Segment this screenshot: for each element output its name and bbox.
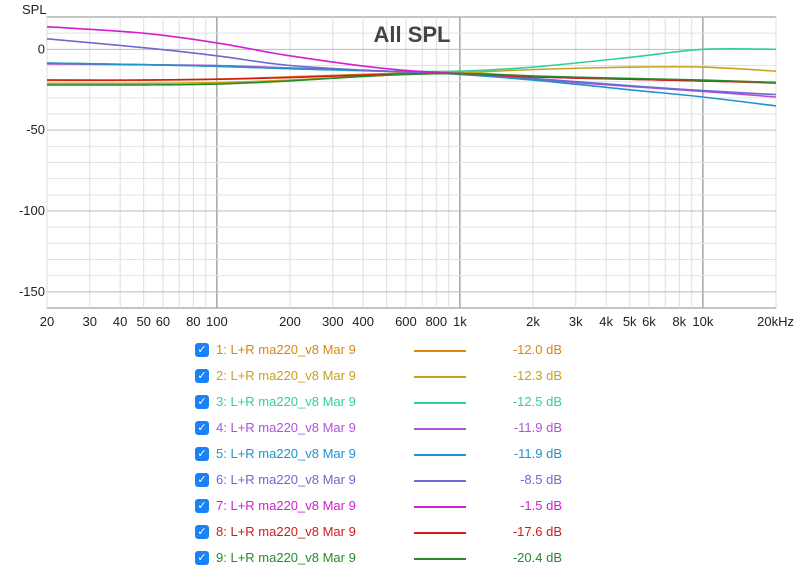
tick-labels: 20 30 40 50 60 80 100 200 300 400 600 800 1k 2k 3k 4k 5k… <box>19 41 794 329</box>
x-tick-label: 50 <box>136 314 150 329</box>
x-tick-label: 5k <box>623 314 637 329</box>
legend-value: -12.3 dB <box>512 368 562 383</box>
legend: ✓ 1: L+R ma220_v8 Mar 9 -12.0 dB ✓ 2: L+R ma… <box>195 341 615 575</box>
series-line-9 <box>46 72 777 86</box>
legend-row: ✓ 8: L+R ma220_v8 Mar 9 -17.6 dB <box>195 523 615 549</box>
legend-value: -12.5 dB <box>512 394 562 409</box>
y-tick-label: -100 <box>19 203 45 218</box>
legend-checkbox[interactable]: ✓ <box>195 447 209 461</box>
x-tick-label: 60 <box>156 314 170 329</box>
legend-value: -8.5 dB <box>520 472 562 487</box>
x-tick-label: 300 <box>322 314 344 329</box>
x-tick-label: 8k <box>672 314 686 329</box>
legend-row: ✓ 2: L+R ma220_v8 Mar 9 -12.3 dB <box>195 367 615 393</box>
x-tick-label: 20 <box>40 314 54 329</box>
x-tick-label: 20kHz <box>757 314 794 329</box>
legend-value: -17.6 dB <box>512 524 562 539</box>
legend-series-name: 2: L+R ma220_v8 Mar 9 <box>216 368 356 383</box>
legend-row: ✓ 7: L+R ma220_v8 Mar 9 -1.5 dB <box>195 497 615 523</box>
x-tick-label: 100 <box>206 314 228 329</box>
legend-series-name: 5: L+R ma220_v8 Mar 9 <box>216 446 356 461</box>
legend-series-name: 3: L+R ma220_v8 Mar 9 <box>216 394 356 409</box>
legend-swatch <box>414 454 466 456</box>
legend-row: ✓ 3: L+R ma220_v8 Mar 9 -12.5 dB <box>195 393 615 419</box>
legend-value: -12.0 dB <box>512 342 562 357</box>
legend-row: ✓ 9: L+R ma220_v8 Mar 9 -20.4 dB <box>195 549 615 575</box>
y-axis-title: SPL <box>22 2 47 17</box>
legend-swatch <box>414 532 466 534</box>
legend-swatch <box>414 428 466 430</box>
legend-series-name: 4: L+R ma220_v8 Mar 9 <box>216 420 356 435</box>
legend-swatch <box>414 480 466 482</box>
x-tick-label: 6k <box>642 314 656 329</box>
y-tick-label: 0 <box>38 41 45 56</box>
legend-row: ✓ 4: L+R ma220_v8 Mar 9 -11.9 dB <box>195 419 615 445</box>
legend-checkbox[interactable]: ✓ <box>195 343 209 357</box>
x-tick-label: 30 <box>83 314 97 329</box>
legend-value: -11.9 dB <box>513 420 562 435</box>
legend-checkbox[interactable]: ✓ <box>195 473 209 487</box>
legend-checkbox[interactable]: ✓ <box>195 369 209 383</box>
legend-row: ✓ 1: L+R ma220_v8 Mar 9 -12.0 dB <box>195 341 615 367</box>
legend-series-name: 1: L+R ma220_v8 Mar 9 <box>216 342 356 357</box>
x-tick-label: 1k <box>453 314 467 329</box>
legend-swatch <box>414 402 466 404</box>
legend-value: -1.5 dB <box>520 498 562 513</box>
legend-checkbox[interactable]: ✓ <box>195 395 209 409</box>
x-tick-label: 10k <box>692 314 713 329</box>
legend-swatch <box>414 558 466 560</box>
legend-checkbox[interactable]: ✓ <box>195 421 209 435</box>
x-tick-label: 80 <box>186 314 200 329</box>
legend-swatch <box>414 376 466 378</box>
legend-checkbox[interactable]: ✓ <box>195 551 209 565</box>
series-line-6 <box>46 38 777 96</box>
x-tick-label: 400 <box>352 314 374 329</box>
x-tick-label: 3k <box>569 314 583 329</box>
series-lines <box>46 25 777 107</box>
legend-row: ✓ 5: L+R ma220_v8 Mar 9 -11.9 dB <box>195 445 615 471</box>
legend-swatch <box>414 350 466 352</box>
x-tick-label: 2k <box>526 314 540 329</box>
legend-checkbox[interactable]: ✓ <box>195 499 209 513</box>
y-tick-label: -50 <box>26 122 45 137</box>
x-tick-label: 4k <box>599 314 613 329</box>
spl-chart: 20 30 40 50 60 80 100 200 300 400 600 800 1k 2k 3k 4k 5k… <box>19 2 794 329</box>
legend-value: -11.9 dB <box>513 446 562 461</box>
legend-series-name: 7: L+R ma220_v8 Mar 9 <box>216 498 356 513</box>
legend-checkbox[interactable]: ✓ <box>195 525 209 539</box>
legend-series-name: 6: L+R ma220_v8 Mar 9 <box>216 472 356 487</box>
y-tick-label: -150 <box>19 284 45 299</box>
legend-series-name: 9: L+R ma220_v8 Mar 9 <box>216 550 356 565</box>
legend-value: -20.4 dB <box>512 550 562 565</box>
x-tick-label: 600 <box>395 314 417 329</box>
x-tick-label: 800 <box>425 314 447 329</box>
legend-row: ✓ 6: L+R ma220_v8 Mar 9 -8.5 dB <box>195 471 615 497</box>
legend-swatch <box>414 506 466 508</box>
x-tick-label: 200 <box>279 314 301 329</box>
chart-title: All SPL <box>373 22 450 47</box>
x-tick-label: 40 <box>113 314 127 329</box>
legend-series-name: 8: L+R ma220_v8 Mar 9 <box>216 524 356 539</box>
